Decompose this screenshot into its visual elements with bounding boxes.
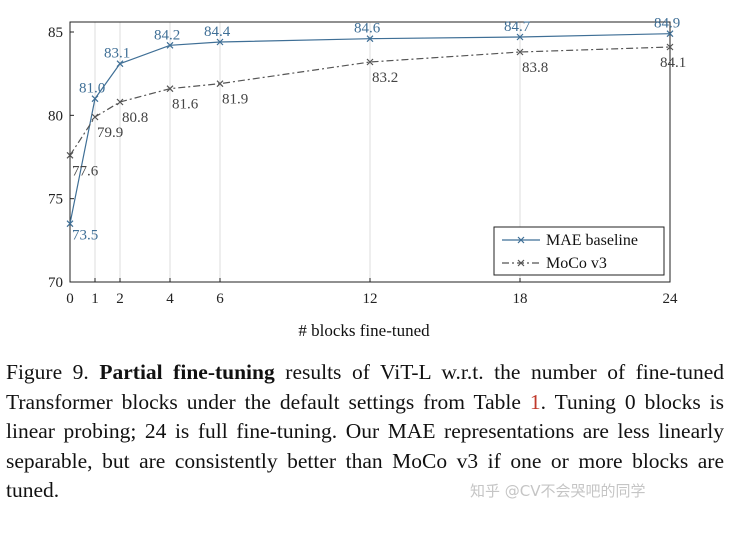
y-tick-label-80: 80 xyxy=(48,108,63,124)
legend-marker-mae xyxy=(517,236,525,244)
series-group: 73.5 81.0 83.1 84.2 84.4 84.6 84.7 84.9 77.6 79.9… xyxy=(66,16,686,244)
x-tick-label-0: 0 xyxy=(66,291,74,307)
legend-label-moco: MoCo v3 xyxy=(546,255,607,272)
caption-table-ref-link[interactable]: 1 xyxy=(529,389,541,414)
x-tick-label-6: 6 xyxy=(216,291,224,307)
data-label-s1-0: 77.6 xyxy=(72,163,99,179)
legend: MAE baseline MoCo v3 xyxy=(493,226,665,276)
series-0: 73.5 81.0 83.1 84.2 84.4 84.6 84.7 84.9 xyxy=(66,16,680,244)
caption-text-part2: . Tuning 0 blocks is linear probing; 24 … xyxy=(6,389,725,503)
point-s1-6 xyxy=(516,48,524,56)
x-tick-label-24: 24 xyxy=(663,291,679,307)
point-s1-5 xyxy=(366,58,374,66)
watermark: 知乎 @CV不会哭吧的同学 xyxy=(470,482,646,500)
series-line-1 xyxy=(69,46,671,156)
series-1: 77.6 79.980.8 81.6 81.9 83.2 83.8 84.1 xyxy=(66,43,686,179)
point-s0-1 xyxy=(91,95,99,103)
point-s0-2 xyxy=(116,60,124,68)
data-label-s0-3: 84.2 xyxy=(154,27,180,43)
legend-box xyxy=(493,226,665,276)
y-axis-ticks: 70 75 80 85 xyxy=(48,25,74,291)
data-label-s0-2: 83.1 xyxy=(104,46,130,62)
y-tick-label-70: 70 xyxy=(48,275,63,291)
point-s0-5 xyxy=(366,35,374,43)
point-s0-0 xyxy=(66,220,74,228)
point-s1-3 xyxy=(166,85,174,93)
data-label-s1-7: 84.1 xyxy=(660,55,686,71)
data-label-s1-4: 81.9 xyxy=(222,92,248,108)
data-label-s0-5: 84.6 xyxy=(354,21,381,37)
point-s0-4 xyxy=(216,38,224,46)
x-tick-label-18: 18 xyxy=(513,291,528,307)
point-s0-7 xyxy=(666,30,674,38)
x-axis-ticks: 0 1 2 4 6 12 18 24 xyxy=(66,278,678,307)
data-label-s1-3: 81.6 xyxy=(172,97,199,113)
caption-text-part1: results of ViT-L w.r.t. the number of fi… xyxy=(6,360,724,414)
y-tick-label-85: 85 xyxy=(48,25,63,41)
x-tick-label-12: 12 xyxy=(363,291,378,307)
point-s0-6 xyxy=(516,33,524,41)
series-line-0 xyxy=(69,33,671,224)
point-s1-0 xyxy=(66,151,74,159)
point-s1-4 xyxy=(216,80,224,88)
x-tick-label-1: 1 xyxy=(91,291,99,307)
point-s0-3 xyxy=(166,41,174,49)
x-tick-label-2: 2 xyxy=(116,291,124,307)
data-label-s1-1: 79.9 xyxy=(97,125,123,141)
x-axis-title: # blocks fine-tuned xyxy=(298,321,430,340)
point-s1-2 xyxy=(116,98,124,106)
data-label-s0-0: 73.5 xyxy=(72,228,98,244)
data-label-s1-6: 83.8 xyxy=(522,60,548,76)
data-label-s0-7: 84.9 xyxy=(654,16,680,32)
vertical-gridlines xyxy=(69,22,671,282)
figure-caption: Figure 9. Partial fine-tuning results of… xyxy=(6,358,724,506)
data-label-s1-2: 80.8 xyxy=(122,110,148,126)
x-tick-label-4: 4 xyxy=(166,291,174,307)
data-label-s0-6: 84.7 xyxy=(504,19,531,35)
caption-bold-title: Partial fine-tuning xyxy=(99,360,275,384)
point-s1-1 xyxy=(91,113,99,121)
legend-marker-moco xyxy=(517,259,525,267)
data-label-s1-5: 83.2 xyxy=(372,70,398,86)
data-label-s0-4: 84.4 xyxy=(204,24,231,40)
data-label-s0-1: 81.0 xyxy=(79,81,105,97)
caption-figure-number: Figure 9. xyxy=(6,360,89,384)
y-tick-label-75: 75 xyxy=(48,192,63,208)
point-s1-7 xyxy=(666,43,674,51)
legend-label-mae: MAE baseline xyxy=(546,232,638,249)
